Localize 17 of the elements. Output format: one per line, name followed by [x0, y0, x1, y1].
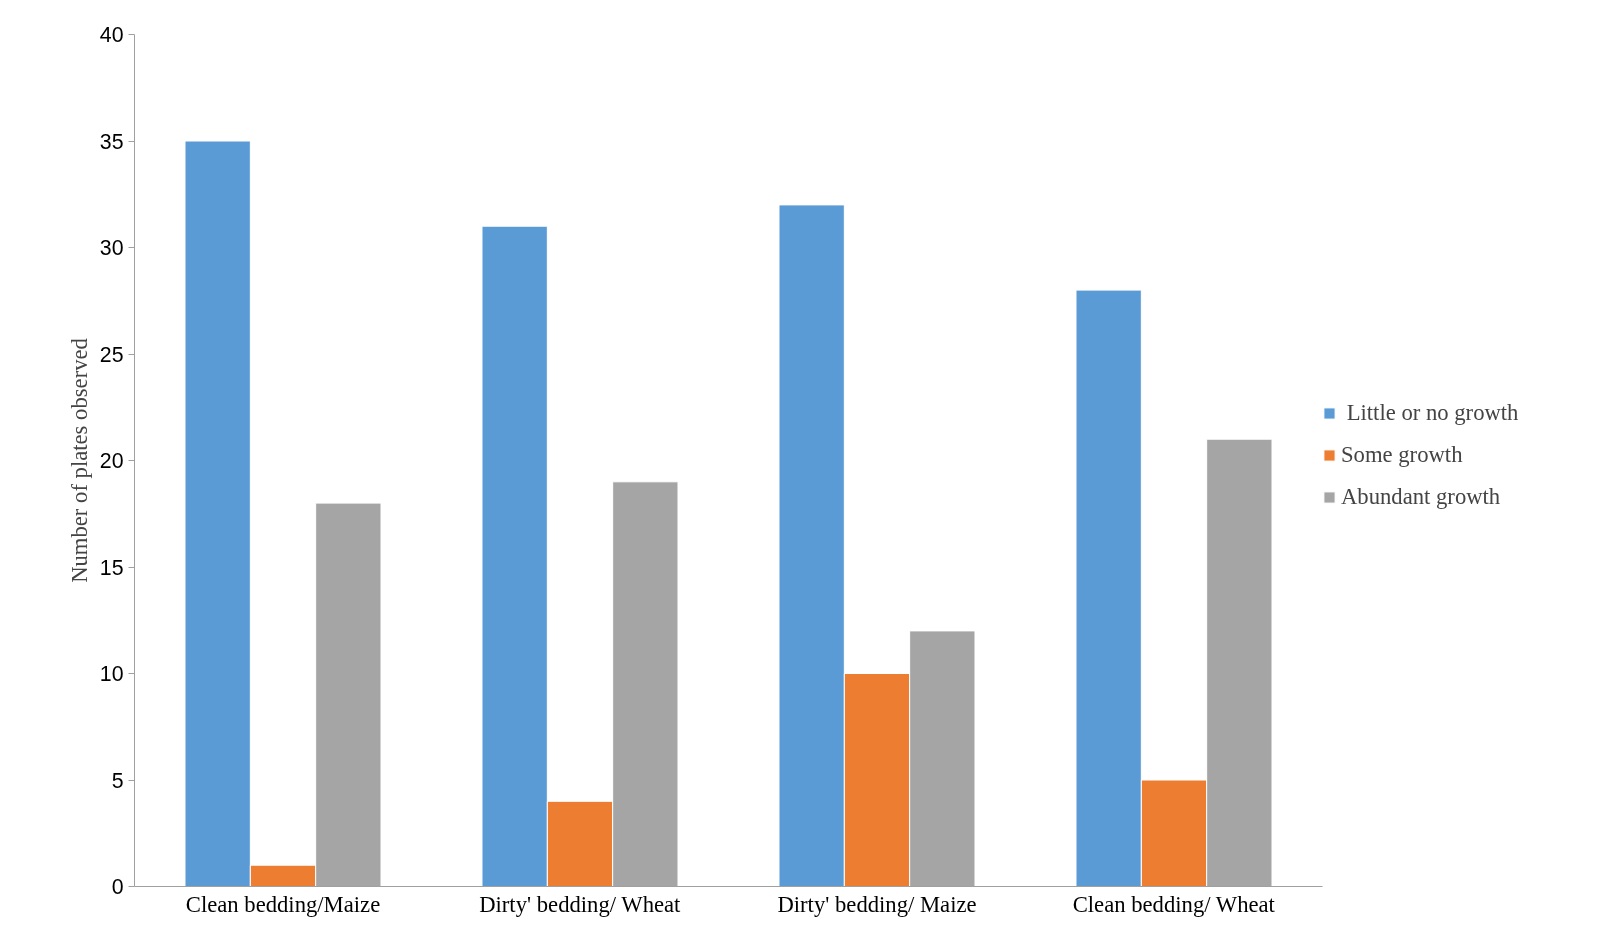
y-tick-label: 10 [99, 662, 124, 686]
y-tick-label: 20 [99, 449, 124, 473]
x-tick-label: Dirty' bedding/ Wheat [479, 891, 682, 917]
legend-label: Some growth [1341, 442, 1463, 468]
x-tick-label: Clean bedding/Maize [185, 891, 381, 917]
y-tick-label: 0 [111, 875, 124, 899]
y-axis-title: Number of plates observed [66, 337, 92, 583]
x-tick-label: Dirty' bedding/ Maize [777, 891, 977, 917]
y-tick-label: 15 [99, 555, 124, 580]
y-tick-label: 35 [99, 129, 124, 154]
x-tick-label: Clean bedding/ Wheat [1072, 891, 1276, 917]
y-tick-label: 40 [99, 23, 124, 47]
y-tick-label: 25 [99, 342, 124, 367]
y-tick-label: 5 [111, 768, 124, 793]
legend-label: Little or no growth [1345, 400, 1519, 426]
legend-label: Abundant growth [1341, 484, 1501, 510]
y-tick-label: 30 [99, 236, 124, 260]
